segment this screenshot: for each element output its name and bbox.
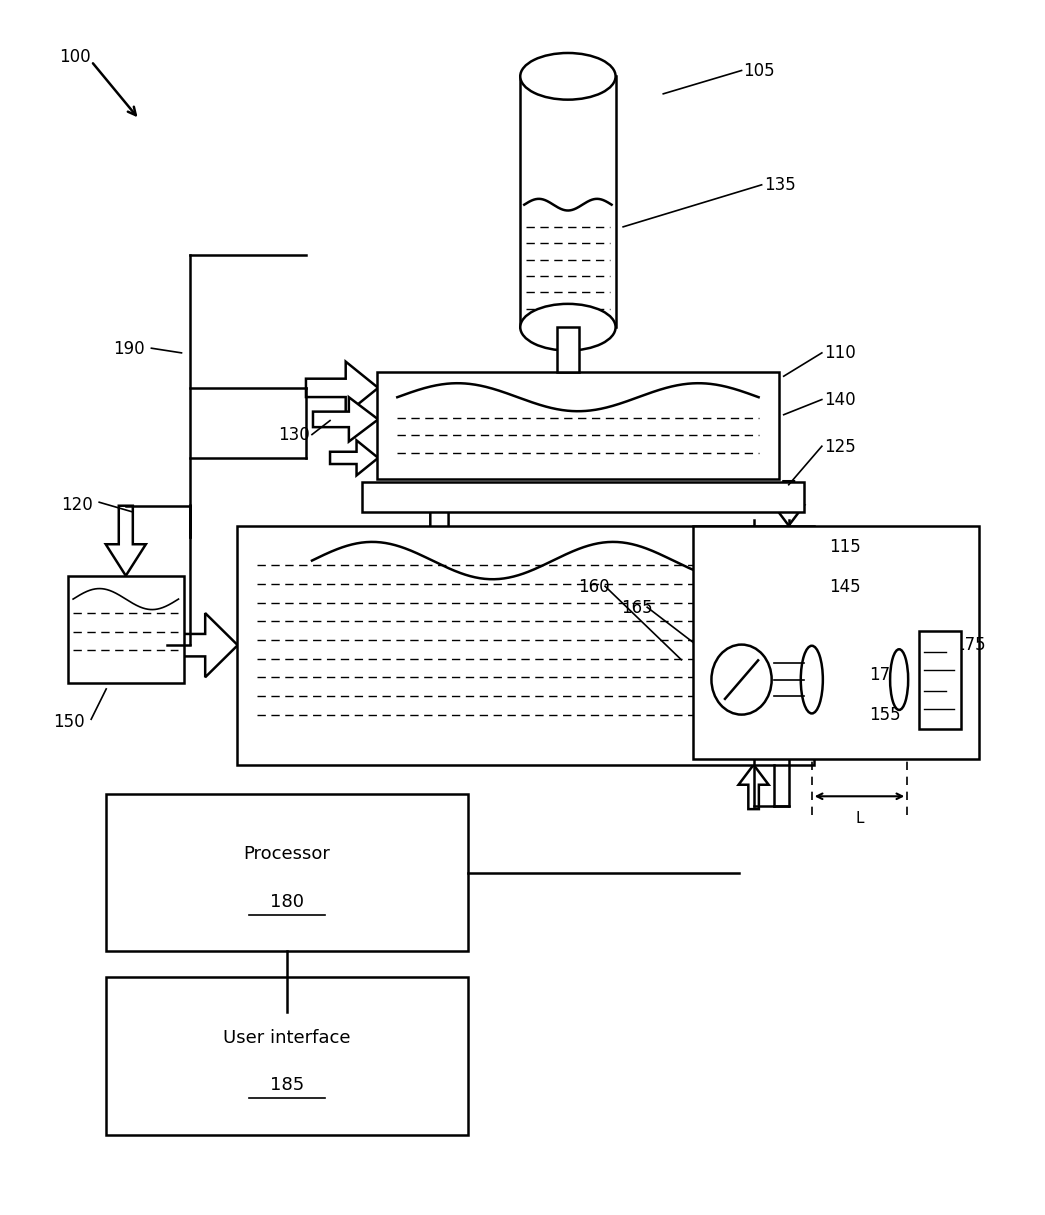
Text: 175: 175 (954, 635, 985, 654)
Text: Processor: Processor (243, 844, 330, 863)
Bar (362, 482, 804, 512)
Polygon shape (306, 362, 378, 414)
Text: 170: 170 (868, 666, 900, 684)
Text: 105: 105 (743, 62, 774, 80)
Text: 130: 130 (278, 426, 309, 443)
Text: 165: 165 (621, 599, 652, 616)
Text: 150: 150 (53, 713, 85, 730)
Text: 120: 120 (61, 496, 93, 514)
Bar (377, 372, 779, 479)
Text: User interface: User interface (223, 1028, 350, 1046)
Text: 160: 160 (578, 577, 609, 595)
Polygon shape (165, 614, 237, 678)
Bar (107, 977, 467, 1135)
Text: 115: 115 (829, 538, 860, 555)
Text: 125: 125 (823, 437, 855, 456)
Text: 135: 135 (763, 176, 795, 194)
Text: L: L (855, 810, 863, 825)
Text: 110: 110 (823, 344, 855, 362)
Text: 180: 180 (270, 892, 304, 910)
Text: 145: 145 (829, 577, 860, 595)
Text: 140: 140 (823, 391, 855, 409)
Text: 100: 100 (59, 47, 91, 66)
Circle shape (711, 645, 771, 714)
Ellipse shape (520, 304, 616, 351)
Bar (557, 328, 579, 372)
Ellipse shape (889, 650, 908, 710)
Bar (68, 576, 184, 683)
Bar (919, 631, 961, 729)
Text: 190: 190 (113, 339, 145, 357)
Bar (107, 795, 467, 951)
Polygon shape (312, 397, 378, 442)
Ellipse shape (520, 53, 616, 100)
Polygon shape (106, 505, 146, 576)
Polygon shape (773, 481, 804, 526)
Polygon shape (413, 512, 465, 595)
Text: 185: 185 (270, 1075, 304, 1094)
Text: 155: 155 (868, 706, 900, 724)
Polygon shape (547, 372, 588, 445)
Polygon shape (330, 441, 378, 476)
Ellipse shape (800, 646, 822, 713)
Bar (236, 526, 813, 765)
Polygon shape (738, 765, 768, 809)
Bar (693, 526, 979, 759)
